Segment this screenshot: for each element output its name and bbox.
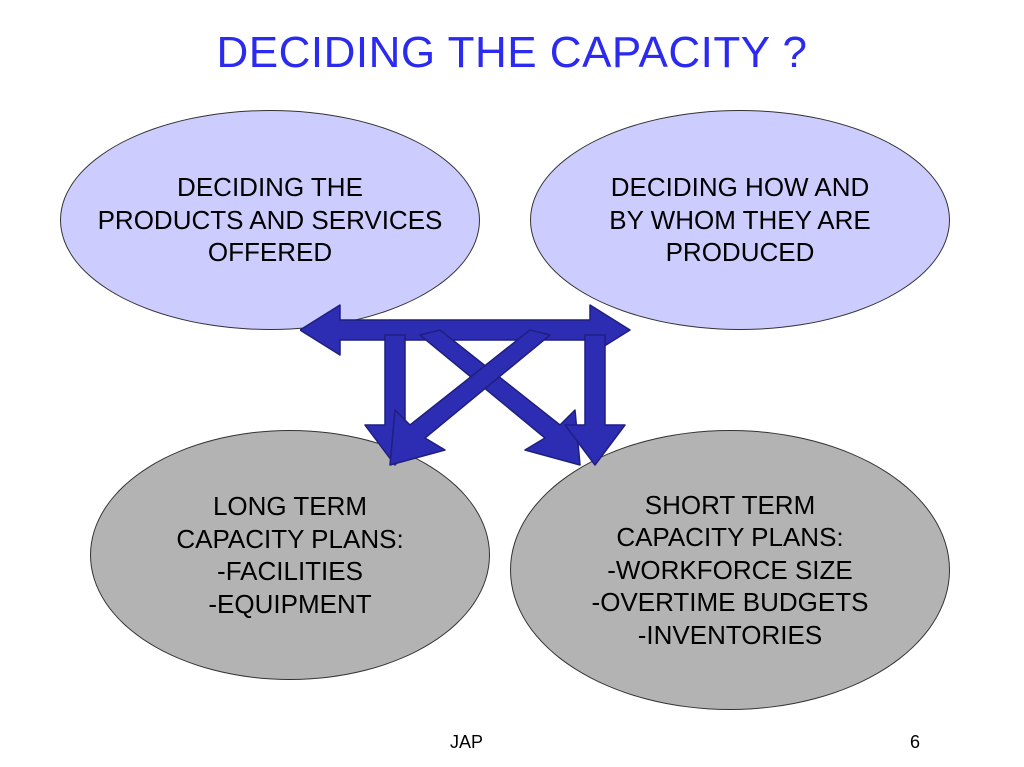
slide-title: DECIDING THE CAPACITY ? xyxy=(0,28,1024,78)
ellipse-short-term-text: SHORT TERM CAPACITY PLANS: -WORKFORCE SI… xyxy=(592,489,869,652)
arrow-cluster-icon xyxy=(300,280,720,470)
footer-author: JAP xyxy=(450,732,483,753)
ellipse-products-services-text: DECIDING THE PRODUCTS AND SERVICES OFFER… xyxy=(98,171,443,269)
footer-page-number: 6 xyxy=(910,732,920,753)
ellipse-how-by-whom-text: DECIDING HOW AND BY WHOM THEY ARE PRODUC… xyxy=(609,171,871,269)
arrow-horizontal-icon xyxy=(300,305,630,355)
ellipse-long-term-text: LONG TERM CAPACITY PLANS: -FACILITIES -E… xyxy=(176,490,403,620)
ellipse-short-term: SHORT TERM CAPACITY PLANS: -WORKFORCE SI… xyxy=(510,430,950,710)
